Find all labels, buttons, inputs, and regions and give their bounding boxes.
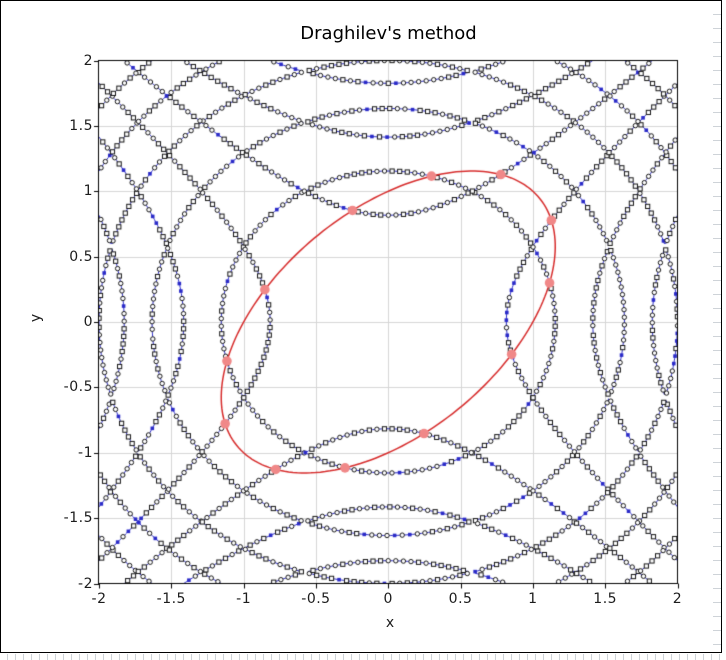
y-tick-label: 1 <box>83 183 93 200</box>
x-tick-label: -1 <box>236 591 252 607</box>
y-tick-label: 2 <box>83 52 93 69</box>
y-axis-label: y <box>28 313 45 323</box>
x-tick-label: 2 <box>672 591 683 607</box>
x-tick-label: -1.5 <box>156 591 186 607</box>
y-tick-label: -0.5 <box>63 379 93 396</box>
x-tick-label: 1 <box>528 591 538 607</box>
x-tick-label: -0.5 <box>301 591 331 607</box>
x-tick-label: 1.5 <box>593 591 618 607</box>
y-tick-label: 0 <box>83 314 93 330</box>
x-tick-label: 0 <box>383 591 393 607</box>
y-tick-label: -2 <box>78 575 93 592</box>
x-tick-label: -2 <box>91 591 107 607</box>
chart-title: Draghilev's method <box>300 23 477 44</box>
y-tick-label: -1.5 <box>63 510 93 527</box>
x-axis-label: x <box>385 615 395 631</box>
x-tick-label: 0.5 <box>448 591 473 607</box>
y-tick-label: 1.5 <box>69 117 93 134</box>
y-tick-label: -1 <box>78 444 93 461</box>
y-tick-label: 0.5 <box>69 248 93 265</box>
